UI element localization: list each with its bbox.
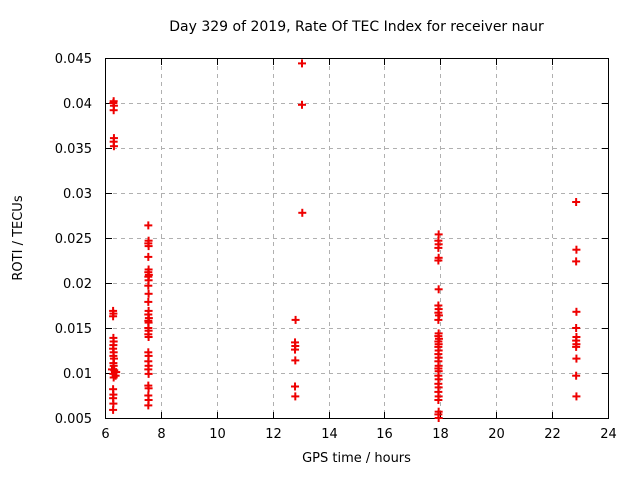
x-axis-label: GPS time / hours <box>302 451 411 466</box>
y-tick-label: 0.03 <box>63 187 92 202</box>
x-tick-label: 16 <box>376 427 393 442</box>
x-tick-label: 8 <box>157 427 165 442</box>
y-tick-label: 0.01 <box>63 367 92 382</box>
y-tick-label: 0.025 <box>55 232 92 247</box>
y-tick-label: 0.02 <box>63 277 92 292</box>
x-tick-label: 24 <box>600 427 617 442</box>
y-tick-label: 0.035 <box>55 142 92 157</box>
x-tick-label: 6 <box>101 427 109 442</box>
x-tick-label: 14 <box>321 427 338 442</box>
y-tick-label: 0.04 <box>63 97 92 112</box>
plot-border <box>105 58 609 419</box>
y-tick-label: 0.045 <box>55 52 92 67</box>
x-tick-label: 18 <box>432 427 449 442</box>
x-tick-label: 12 <box>265 427 282 442</box>
chart-title: Day 329 of 2019, Rate Of TEC Index for r… <box>169 19 544 35</box>
x-tick-label: 10 <box>209 427 226 442</box>
x-tick-label: 22 <box>544 427 561 442</box>
x-tick-label: 20 <box>488 427 505 442</box>
y-tick-label: 0.005 <box>55 412 92 427</box>
y-tick-label: 0.015 <box>55 322 92 337</box>
